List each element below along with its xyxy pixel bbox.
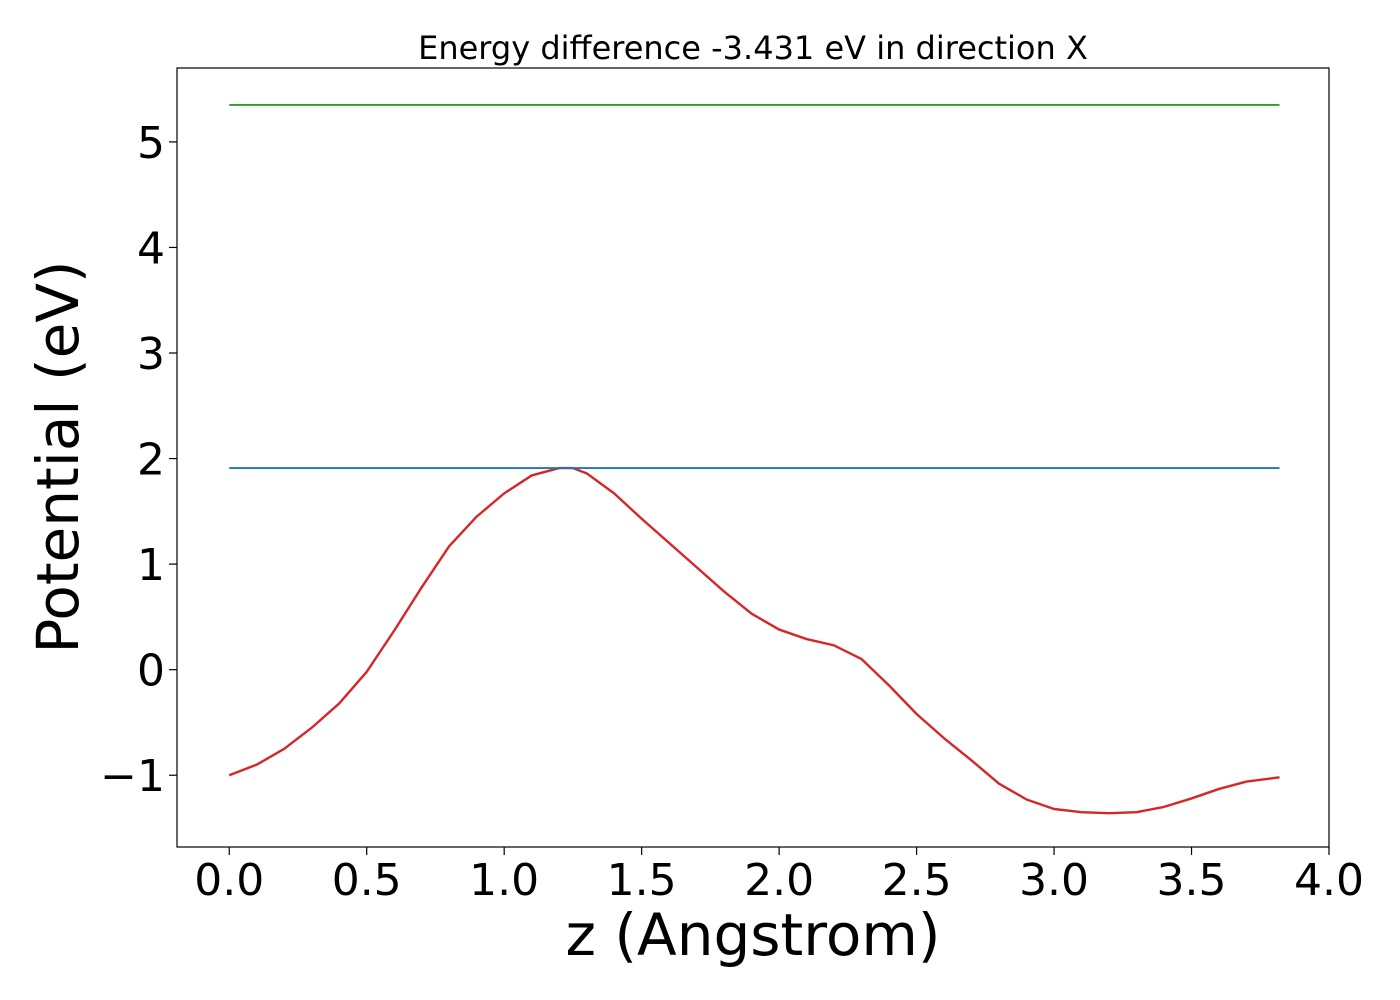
x-tick-label: 4.0 (1294, 855, 1364, 906)
x-tick-label: 0.0 (194, 855, 264, 906)
y-axis-ticks: −1 0 1 2 3 4 5 (100, 118, 177, 802)
y-tick-label: 5 (137, 118, 165, 169)
x-tick-label: 2.5 (882, 855, 952, 906)
chart-title: Energy difference -3.431 eV in direction… (418, 29, 1088, 67)
y-tick-label: 2 (137, 435, 165, 486)
y-tick-label: 1 (137, 540, 165, 591)
y-tick-label: 4 (137, 223, 165, 274)
x-axis-label: z (Angstrom) (566, 901, 941, 969)
y-axis-label: Potential (eV) (24, 260, 92, 653)
x-tick-label: 2.0 (744, 855, 814, 906)
x-tick-label: 3.0 (1019, 855, 1089, 906)
y-tick-label: 0 (137, 646, 165, 697)
x-tick-label: 1.0 (469, 855, 539, 906)
x-tick-label: 3.5 (1157, 855, 1227, 906)
series-layer (228, 104, 1280, 815)
y-tick-label: −1 (100, 751, 165, 802)
plot-area-frame (176, 67, 1330, 848)
x-tick-label: 0.5 (332, 855, 402, 906)
y-tick-label: 3 (137, 329, 165, 380)
potential-curve-line (228, 466, 1280, 815)
x-axis-ticks: 0.0 0.5 1.0 1.5 2.0 2.5 3.0 3.5 4.0 (194, 847, 1364, 906)
x-tick-label: 1.5 (607, 855, 677, 906)
